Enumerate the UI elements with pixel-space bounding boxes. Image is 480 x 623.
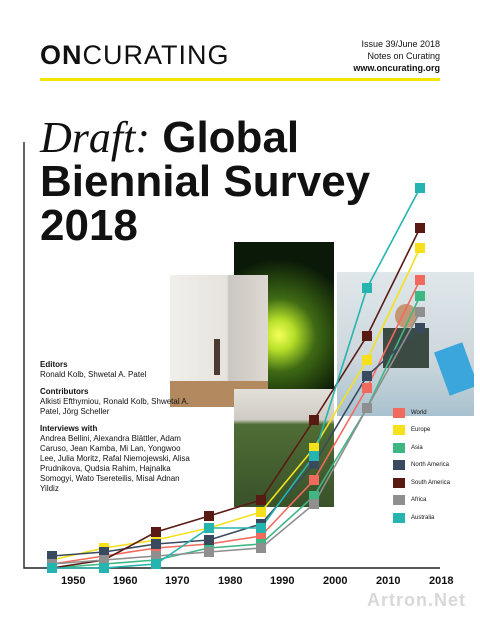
legend-label: World: [411, 409, 427, 416]
website-url: www.oncurating.org: [353, 63, 440, 73]
x-tick-label: 2018: [429, 575, 454, 587]
cover-title: Draft: Global Biennial Survey 2018: [40, 116, 370, 248]
point-south-america-2010: [362, 331, 372, 341]
point-south-america-2000: [309, 415, 319, 425]
legend-label: North America: [411, 462, 450, 469]
title-line3: 2018: [40, 201, 138, 250]
photo-gallery-figure: [170, 275, 268, 407]
point-australia-1970: [151, 559, 161, 569]
issue-number: Issue 39/June 2018: [361, 39, 440, 49]
title-draft: Draft:: [40, 113, 150, 162]
legend-item: Africa: [393, 492, 450, 510]
legend-label: South America: [411, 479, 451, 486]
series-line-africa: [51, 311, 421, 565]
legend-item: South America: [393, 474, 450, 492]
series-line-north-america: [51, 327, 421, 557]
contributors-names: Alkisti Efthymiou, Ronald Kolb, Shwetal …: [40, 397, 189, 416]
point-africa-2000: [309, 499, 319, 509]
editors-heading: Editors: [40, 360, 68, 369]
legend-label: Europe: [411, 427, 431, 434]
point-australia-1980: [204, 523, 214, 533]
point-north-america-1950: [47, 551, 57, 561]
series-line-australia: [52, 187, 421, 569]
legend-swatch: [393, 477, 405, 488]
point-africa-1970: [151, 551, 161, 561]
legend-item: World: [393, 404, 450, 422]
legend-swatch: [393, 495, 405, 506]
point-south-america-1980: [204, 511, 214, 521]
point-world-2010: [362, 383, 372, 393]
point-australia-2000: [309, 451, 319, 461]
photo-selfie: [337, 272, 474, 416]
chart-legend: World Europe Asia North America South Americ…: [393, 404, 450, 527]
credits-block: Editors Ronald Kolb, Shwetal A. Patel Co…: [40, 360, 190, 501]
point-africa-2018: [415, 307, 425, 317]
x-tick-label: 2010: [376, 575, 401, 587]
point-europe-2000: [309, 443, 319, 453]
title-global: Global: [162, 113, 300, 162]
point-north-america-2000: [309, 459, 319, 469]
x-tick-label: 1990: [270, 575, 295, 587]
issue-info: Issue 39/June 2018 Notes on Curating www…: [353, 38, 440, 74]
logo-prefix: ON: [40, 40, 83, 70]
x-tick-label: 1950: [61, 575, 86, 587]
point-africa-1960: [99, 555, 109, 565]
point-asia-2000: [309, 491, 319, 501]
point-europe-2010: [362, 355, 372, 365]
point-australia-2010: [362, 283, 372, 293]
point-australia-2018: [415, 183, 425, 193]
contributors-heading: Contributors: [40, 387, 89, 396]
series-line-europe: [51, 247, 421, 561]
point-north-america-2010: [362, 371, 372, 381]
series-line-south-america: [51, 227, 421, 569]
point-north-america-1960: [99, 547, 109, 557]
header-rule: [40, 78, 440, 81]
point-world-2000: [309, 475, 319, 485]
interviews-heading: Interviews with: [40, 424, 98, 433]
legend-swatch: [393, 407, 405, 418]
x-tick-label: 1970: [165, 575, 190, 587]
x-tick-label: 1980: [218, 575, 243, 587]
legend-item: Asia: [393, 439, 450, 457]
logo-rest: CURATING: [82, 40, 230, 70]
watermark: Artron.Net: [367, 590, 466, 610]
point-europe-2018: [415, 243, 425, 253]
chart-axes: [23, 142, 440, 569]
point-north-america-1980: [204, 535, 214, 545]
legend-swatch: [393, 442, 405, 453]
point-africa-1990: [256, 543, 266, 553]
editors-names: Ronald Kolb, Shwetal A. Patel: [40, 370, 147, 379]
legend-item: Australia: [393, 509, 450, 527]
legend-label: Australia: [411, 514, 435, 521]
x-tick-label: 2000: [323, 575, 348, 587]
point-australia-1950: [47, 563, 57, 573]
point-europe-1990: [256, 507, 266, 517]
point-south-america-1990: [256, 495, 266, 505]
point-world-2018: [415, 275, 425, 285]
issue-series: Notes on Curating: [367, 51, 440, 61]
legend-label: Africa: [411, 497, 427, 504]
point-australia-1990: [256, 523, 266, 533]
point-north-america-1970: [151, 539, 161, 549]
oncurating-logo: ONCURATING: [40, 40, 230, 71]
point-south-america-1970: [151, 527, 161, 537]
title-line2: Biennial Survey: [40, 157, 371, 206]
point-world-1990: [256, 531, 266, 541]
point-australia-1960: [99, 563, 109, 573]
legend-swatch: [393, 425, 405, 436]
point-asia-2018: [415, 291, 425, 301]
legend-label: Asia: [411, 444, 423, 451]
point-africa-2010: [362, 403, 372, 413]
series-line-world: [51, 279, 421, 565]
point-africa-1980: [204, 547, 214, 557]
legend-item: North America: [393, 457, 450, 475]
point-south-america-2018: [415, 223, 425, 233]
point-north-america-2018: [415, 323, 425, 333]
legend-swatch: [393, 512, 405, 523]
x-tick-label: 1960: [113, 575, 138, 587]
legend-swatch: [393, 460, 405, 471]
legend-item: Europe: [393, 422, 450, 440]
interviews-names: Andrea Bellini, Alexandra Blättler, Adam…: [40, 434, 190, 493]
